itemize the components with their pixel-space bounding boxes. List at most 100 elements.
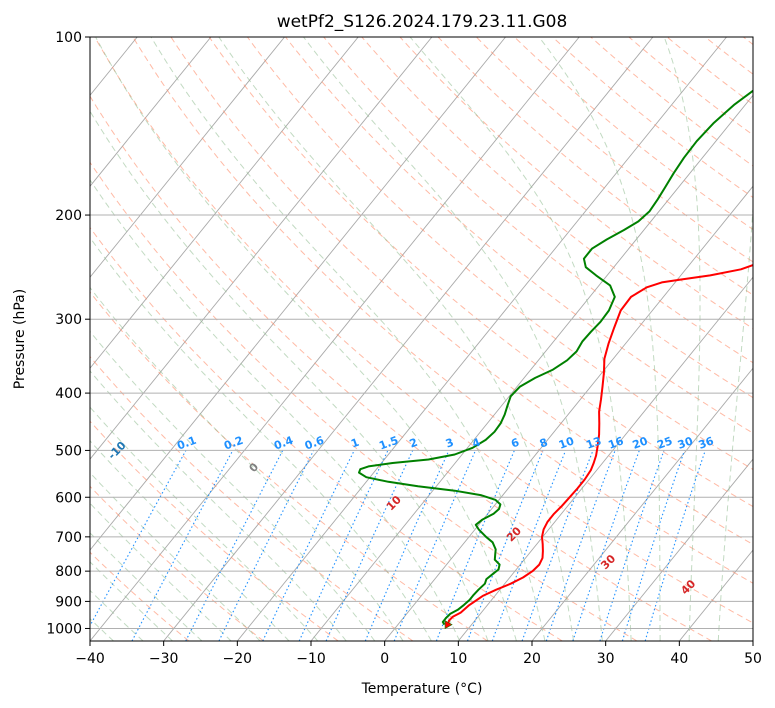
isotherm-line — [531, 367, 753, 641]
dry-adiabat — [170, 37, 753, 545]
mixing-ratio-line — [545, 450, 616, 641]
x-tick-label: −30 — [149, 651, 179, 667]
x-tick-label: −10 — [296, 651, 326, 667]
moist-adiabat — [90, 179, 461, 641]
mixing-ratio-label: 0.6 — [303, 434, 326, 453]
mixing-ratio-label: 4 — [470, 436, 482, 451]
isotherm-line — [163, 37, 654, 641]
mixing-ratio-line — [572, 450, 640, 641]
mixing-ratio-label: 2 — [408, 436, 420, 451]
moist-adiabat — [90, 502, 232, 641]
mixing-ratio-line — [325, 450, 414, 641]
isotherm-line — [384, 185, 753, 641]
isotherm-line — [605, 458, 753, 641]
dry-adiabat — [361, 37, 753, 364]
dry-adiabat — [90, 291, 488, 641]
pressure-gridlines — [90, 37, 753, 629]
chart-title: wetPf2_S126.2024.179.23.11.G08 — [277, 12, 568, 32]
moist-adiabat — [95, 37, 517, 641]
mixing-ratio-label: 0.4 — [272, 434, 295, 453]
mixing-ratio-line — [90, 450, 187, 627]
x-tick-label: 30 — [597, 651, 615, 667]
dry-adiabat — [399, 37, 753, 330]
mixing-ratio-label: 20 — [631, 434, 650, 452]
background-lines — [90, 37, 753, 641]
moist-adiabat — [218, 37, 575, 641]
y-tick-label: 200 — [55, 208, 82, 224]
mixing-ratio-line — [644, 450, 706, 641]
x-tick-label: −40 — [75, 651, 105, 667]
mixing-ratio-label: 13 — [584, 434, 603, 451]
dry-adiabat — [90, 420, 339, 641]
x-tick-label: 20 — [523, 651, 541, 667]
mixing-ratio-label: 30 — [676, 434, 695, 452]
moist-adiabat — [90, 370, 347, 641]
isotherm-line — [90, 37, 285, 278]
mixing-ratio-line — [599, 450, 665, 641]
temperature-profile — [447, 263, 753, 625]
line-labels: 0.10.20.40.611.52346810131620253036-100-… — [105, 434, 716, 598]
moist-adiabat — [663, 37, 701, 641]
mixing-ratio-label: 10 — [557, 434, 576, 452]
mixing-ratio-line — [621, 450, 686, 641]
surface-marker — [444, 620, 453, 630]
isotherm-line — [90, 37, 580, 641]
dry-adiabat — [285, 37, 753, 434]
moist-adiabat — [90, 236, 432, 641]
mixing-ratio-label: 1 — [349, 436, 361, 451]
moist-adiabat — [538, 37, 661, 641]
dry-adiabat — [514, 37, 753, 231]
y-axis-label: Pressure (hPa) — [12, 289, 28, 389]
y-tick-label: 400 — [55, 386, 82, 402]
y-tick-label: 1000 — [46, 621, 82, 637]
mixing-ratio-label: 0.1 — [175, 434, 198, 453]
y-tick-label: 500 — [55, 443, 82, 459]
x-tick-label: 40 — [670, 651, 688, 667]
moist-adiabat — [90, 472, 261, 641]
mixing-ratio-line — [393, 450, 477, 641]
isotherm-line — [236, 37, 727, 641]
moist-adiabat — [409, 37, 632, 641]
y-tick-label: 100 — [55, 30, 82, 46]
moist-adiabat — [90, 440, 290, 641]
mixing-ratio-label: 16 — [606, 434, 625, 452]
mixing-ratio-line — [521, 450, 594, 641]
mixing-ratio-label: 3 — [444, 436, 456, 451]
profile-series — [358, 89, 753, 630]
dry-adiabat — [132, 37, 753, 584]
isotherm-line — [90, 37, 359, 369]
moist-adiabat — [717, 201, 753, 641]
mixing-ratio-label: 8 — [538, 436, 550, 451]
dry-adiabat — [90, 226, 563, 641]
moist-adiabat — [90, 561, 173, 641]
isotherm-line — [90, 37, 433, 460]
dry-adiabat — [552, 37, 753, 199]
mixing-ratio-line — [364, 450, 450, 641]
mixing-ratio-label: 6 — [509, 436, 521, 451]
dry-adiabat — [90, 161, 638, 641]
dry-adiabat — [590, 37, 753, 167]
x-tick-label: 10 — [449, 651, 467, 667]
moist-adiabat — [90, 589, 144, 641]
moist-adiabat — [303, 37, 603, 641]
mixing-ratio-label: 0.2 — [222, 434, 245, 453]
x-tick-label: 50 — [744, 651, 762, 667]
dry-adiabat — [94, 37, 753, 624]
mixing-ratio-label: 36 — [697, 434, 716, 452]
dewpoint-profile — [358, 89, 753, 626]
mixing-ratio-line — [298, 450, 389, 641]
x-tick-label: 0 — [380, 651, 389, 667]
y-tick-label: 600 — [55, 490, 82, 506]
mixing-ratio-label: 1.5 — [377, 434, 400, 453]
x-axis-label: Temperature (°C) — [361, 681, 483, 697]
mixing-ratio-line — [262, 450, 355, 641]
y-tick-label: 700 — [55, 530, 82, 546]
mixing-ratio-line — [218, 450, 315, 641]
plot-frame — [89, 36, 754, 642]
mixing-ratio-label: 25 — [655, 434, 674, 451]
y-tick-label: 300 — [55, 312, 82, 328]
moist-adiabat — [90, 532, 203, 641]
dry-adiabat — [246, 37, 753, 471]
